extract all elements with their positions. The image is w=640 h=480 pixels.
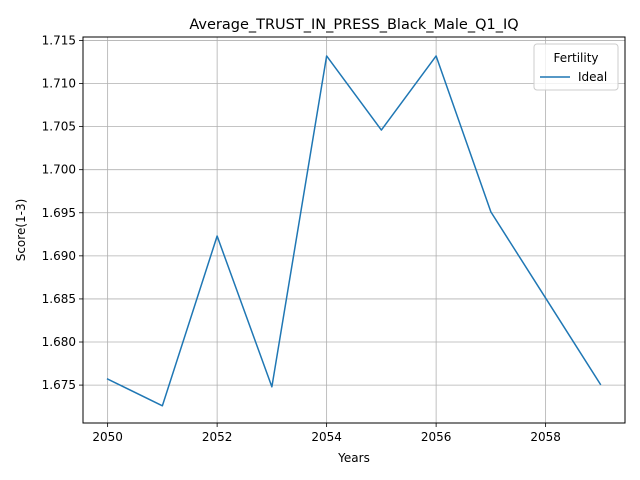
legend-label-ideal: Ideal	[578, 70, 607, 84]
x-tick-label: 2052	[202, 430, 233, 444]
chart-title: Average_TRUST_IN_PRESS_Black_Male_Q1_IQ	[189, 17, 518, 33]
y-tick-label: 1.690	[42, 249, 76, 263]
grid-lines	[83, 37, 625, 423]
y-tick-label: 1.695	[42, 206, 76, 220]
y-tick-label: 1.710	[42, 77, 76, 91]
y-axis-label: Score(1-3)	[14, 199, 28, 262]
series-line-ideal	[106, 55, 602, 407]
x-axis-label: Years	[337, 451, 370, 465]
x-tick-label: 2050	[92, 430, 123, 444]
x-tick-label: 2054	[311, 430, 342, 444]
x-tick-label: 2056	[421, 430, 452, 444]
legend: Fertility Ideal	[533, 43, 619, 91]
y-axis-ticks: 1.675 1.680 1.685 1.690 1.695 1.700 1.705 1.710…	[42, 33, 83, 392]
y-tick-label: 1.680	[42, 335, 76, 349]
x-tick-label: 2058	[530, 430, 561, 444]
y-tick-label: 1.705	[42, 120, 76, 134]
legend-title: Fertility	[553, 51, 598, 65]
x-axis-ticks: 2050 2052 2054 2056 2058	[92, 423, 561, 444]
y-tick-label: 1.715	[42, 33, 76, 47]
y-tick-label: 1.675	[42, 378, 76, 392]
y-tick-label: 1.700	[42, 163, 76, 177]
plot-frame	[82, 36, 626, 424]
y-tick-label: 1.685	[42, 292, 76, 306]
series-lines	[106, 55, 602, 407]
legend-box	[533, 43, 619, 91]
